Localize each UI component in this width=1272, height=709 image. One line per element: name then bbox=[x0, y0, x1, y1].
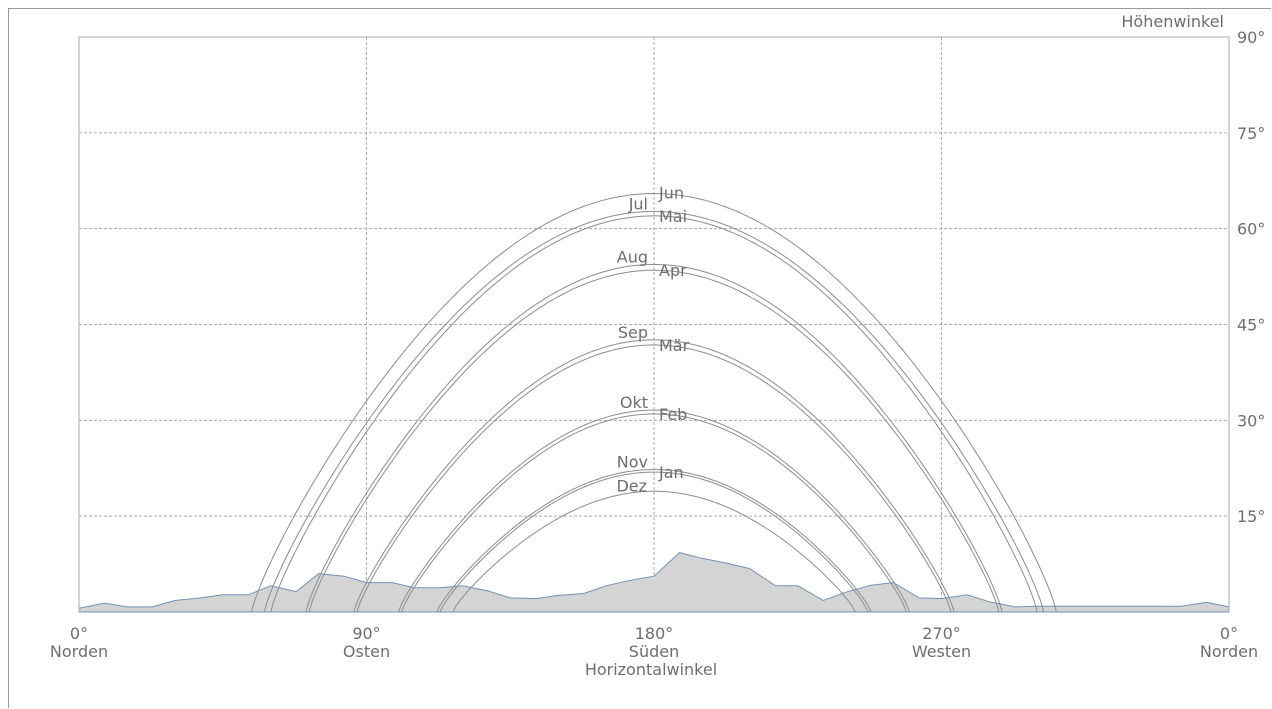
y-axis-title: Höhenwinkel bbox=[1121, 12, 1224, 31]
y-tick-label: 30° bbox=[1237, 411, 1265, 430]
axes bbox=[78, 36, 1230, 613]
sun-path-apr bbox=[308, 269, 1000, 612]
x-tick-sublabel: Osten bbox=[343, 642, 390, 661]
x-tick-sublabel: Norden bbox=[50, 642, 108, 661]
sun-path-jul bbox=[263, 210, 1045, 612]
sun-path-sep bbox=[353, 339, 955, 612]
grid-lines bbox=[79, 37, 1229, 612]
month-label-mai: Mai bbox=[659, 207, 687, 226]
y-tick-label: 75° bbox=[1237, 124, 1265, 143]
sun-path-labels: Jun Jul Mai Aug Apr Sep Mär Okt Feb Nov Jan Dez bbox=[616, 184, 689, 496]
x-tick-label: 180° bbox=[635, 624, 674, 643]
y-tick-label: 60° bbox=[1237, 220, 1265, 239]
y-tick-label: 90° bbox=[1237, 28, 1265, 47]
x-axis-title: Horizontalwinkel bbox=[585, 660, 717, 679]
horizon-profile bbox=[78, 552, 1230, 612]
chart-frame bbox=[8, 8, 1271, 708]
x-tick-label: 90° bbox=[352, 624, 380, 643]
x-tick-label: 0° bbox=[1220, 624, 1238, 643]
month-label-mär: Mär bbox=[659, 336, 690, 355]
x-tick-sublabel: Norden bbox=[1200, 642, 1258, 661]
x-tick-label: 0° bbox=[70, 624, 88, 643]
month-label-jan: Jan bbox=[658, 463, 684, 482]
sun-path-okt bbox=[397, 409, 911, 612]
month-label-apr: Apr bbox=[659, 261, 687, 280]
sun-path-jan bbox=[439, 471, 869, 612]
month-label-sep: Sep bbox=[618, 323, 648, 342]
sun-path-nov bbox=[436, 468, 872, 612]
month-label-jun: Jun bbox=[658, 184, 684, 203]
horizon-area bbox=[79, 552, 1229, 612]
month-label-jul: Jul bbox=[628, 194, 648, 213]
sun-path-aug bbox=[305, 263, 1003, 612]
x-tick-sublabel: Süden bbox=[629, 642, 679, 661]
sun-path-jun bbox=[250, 192, 1058, 612]
y-tick-label: 45° bbox=[1237, 316, 1265, 335]
month-label-nov: Nov bbox=[617, 453, 648, 472]
month-label-aug: Aug bbox=[617, 247, 648, 266]
month-label-okt: Okt bbox=[620, 393, 648, 412]
sun-path-feb bbox=[401, 413, 907, 612]
month-label-dez: Dez bbox=[616, 476, 647, 495]
sun-path-mai bbox=[270, 215, 1038, 612]
sun-paths bbox=[250, 192, 1058, 612]
month-label-feb: Feb bbox=[659, 405, 687, 424]
sun-path-dez bbox=[452, 490, 856, 612]
tick-labels: 15°30°45°60°75°90°0°Norden90°Osten180°Sü… bbox=[50, 28, 1265, 661]
horizon-line bbox=[78, 552, 1230, 609]
x-tick-sublabel: Westen bbox=[912, 642, 971, 661]
y-tick-label: 15° bbox=[1237, 507, 1265, 526]
x-tick-label: 270° bbox=[922, 624, 961, 643]
sun-path-mär bbox=[356, 344, 952, 612]
